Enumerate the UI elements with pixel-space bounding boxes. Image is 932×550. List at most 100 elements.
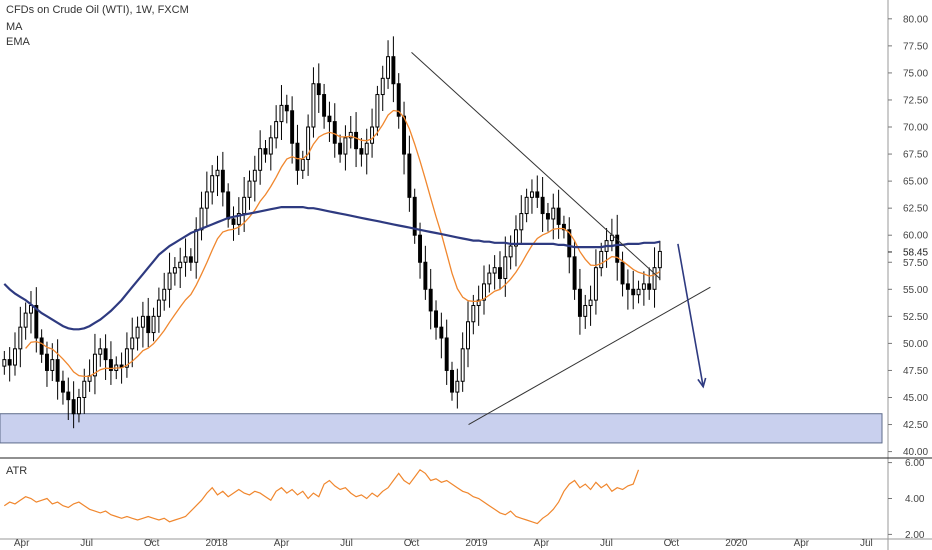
candle[interactable] xyxy=(231,206,236,241)
candle[interactable] xyxy=(583,294,588,329)
candle[interactable] xyxy=(450,361,454,401)
candle[interactable] xyxy=(300,150,305,179)
candle[interactable] xyxy=(407,135,412,212)
atr-line[interactable] xyxy=(3,468,640,525)
candle[interactable] xyxy=(540,176,545,232)
candle[interactable] xyxy=(183,238,188,277)
candle[interactable] xyxy=(386,40,391,89)
candle[interactable] xyxy=(391,36,396,103)
candle[interactable] xyxy=(167,252,172,308)
candle[interactable] xyxy=(204,171,209,227)
candle[interactable] xyxy=(220,151,225,207)
candle[interactable] xyxy=(370,108,375,158)
candle[interactable] xyxy=(316,63,321,113)
candle[interactable] xyxy=(268,125,273,171)
candle[interactable] xyxy=(599,242,604,277)
candle[interactable] xyxy=(514,215,518,267)
candle[interactable] xyxy=(290,96,295,164)
candle[interactable] xyxy=(593,249,598,315)
candle[interactable] xyxy=(130,317,135,368)
candle[interactable] xyxy=(455,368,460,409)
candle[interactable] xyxy=(396,73,401,129)
candle[interactable] xyxy=(359,138,364,167)
candle[interactable] xyxy=(551,193,556,240)
candle[interactable] xyxy=(92,333,97,395)
candle[interactable] xyxy=(343,125,348,171)
candle[interactable] xyxy=(98,338,103,367)
candle[interactable] xyxy=(647,267,652,300)
candle[interactable] xyxy=(652,247,657,308)
candle[interactable] xyxy=(348,115,353,149)
candle[interactable] xyxy=(306,114,311,176)
candle[interactable] xyxy=(434,300,438,340)
candle[interactable] xyxy=(247,170,252,210)
candle[interactable] xyxy=(2,350,7,375)
candle[interactable] xyxy=(146,297,151,348)
candle[interactable] xyxy=(55,339,60,400)
candle[interactable] xyxy=(252,155,257,202)
candle[interactable] xyxy=(13,332,17,376)
candle[interactable] xyxy=(210,165,215,205)
candle[interactable] xyxy=(524,188,529,223)
upper-trendline[interactable] xyxy=(411,51,661,279)
support-zone-rect[interactable] xyxy=(0,413,883,444)
candle[interactable] xyxy=(423,245,428,300)
lower-trendline[interactable] xyxy=(468,286,711,425)
candle[interactable] xyxy=(412,188,417,244)
candle[interactable] xyxy=(487,264,492,293)
candle[interactable] xyxy=(482,265,486,315)
candle[interactable] xyxy=(428,268,433,330)
candle[interactable] xyxy=(295,124,300,185)
ma-line[interactable] xyxy=(3,206,661,331)
candle[interactable] xyxy=(657,240,662,281)
candle[interactable] xyxy=(215,155,220,197)
candle[interactable] xyxy=(636,280,641,304)
candle[interactable] xyxy=(380,65,385,111)
candle[interactable] xyxy=(284,94,289,124)
ema-line[interactable] xyxy=(25,109,661,378)
candle[interactable] xyxy=(332,103,337,158)
candle[interactable] xyxy=(66,377,71,420)
candle[interactable] xyxy=(620,251,625,297)
candle[interactable] xyxy=(258,130,263,185)
candle[interactable] xyxy=(23,302,28,340)
candle[interactable] xyxy=(60,370,65,405)
legend-ema[interactable]: EMA xyxy=(6,36,30,48)
candle[interactable] xyxy=(402,101,407,175)
candle[interactable] xyxy=(625,269,630,310)
candle[interactable] xyxy=(327,101,332,142)
candle[interactable] xyxy=(274,105,279,149)
candle[interactable] xyxy=(503,236,508,297)
candle[interactable] xyxy=(577,268,582,335)
candle[interactable] xyxy=(263,139,268,163)
candle[interactable] xyxy=(466,301,470,368)
candle[interactable] xyxy=(71,381,76,429)
legend-ma[interactable]: MA xyxy=(6,21,23,33)
candle[interactable] xyxy=(108,341,113,385)
candlestick-series[interactable] xyxy=(2,36,662,429)
candle[interactable] xyxy=(135,316,140,351)
candle[interactable] xyxy=(45,341,49,387)
candle[interactable] xyxy=(375,85,380,136)
candle[interactable] xyxy=(172,257,177,286)
candle[interactable] xyxy=(364,128,369,175)
candle[interactable] xyxy=(39,329,44,363)
candle[interactable] xyxy=(476,285,481,326)
candle[interactable] xyxy=(124,332,129,378)
candle[interactable] xyxy=(561,215,566,239)
candle[interactable] xyxy=(439,312,444,359)
candle[interactable] xyxy=(615,214,620,281)
candle[interactable] xyxy=(162,272,167,311)
candle[interactable] xyxy=(641,271,646,306)
candle[interactable] xyxy=(354,112,359,168)
candle[interactable] xyxy=(7,347,12,382)
candle[interactable] xyxy=(178,247,183,289)
candle[interactable] xyxy=(529,179,534,214)
candle[interactable] xyxy=(519,195,524,245)
candle[interactable] xyxy=(418,222,423,279)
candle[interactable] xyxy=(279,85,284,140)
candle[interactable] xyxy=(588,285,593,326)
candle[interactable] xyxy=(311,67,316,138)
candle[interactable] xyxy=(103,334,108,380)
time-axis[interactable]: Apr Jul Oct 2018 Apr Jul Oct 2019 Apr Jul Oct 2020 A… xyxy=(14,538,873,549)
